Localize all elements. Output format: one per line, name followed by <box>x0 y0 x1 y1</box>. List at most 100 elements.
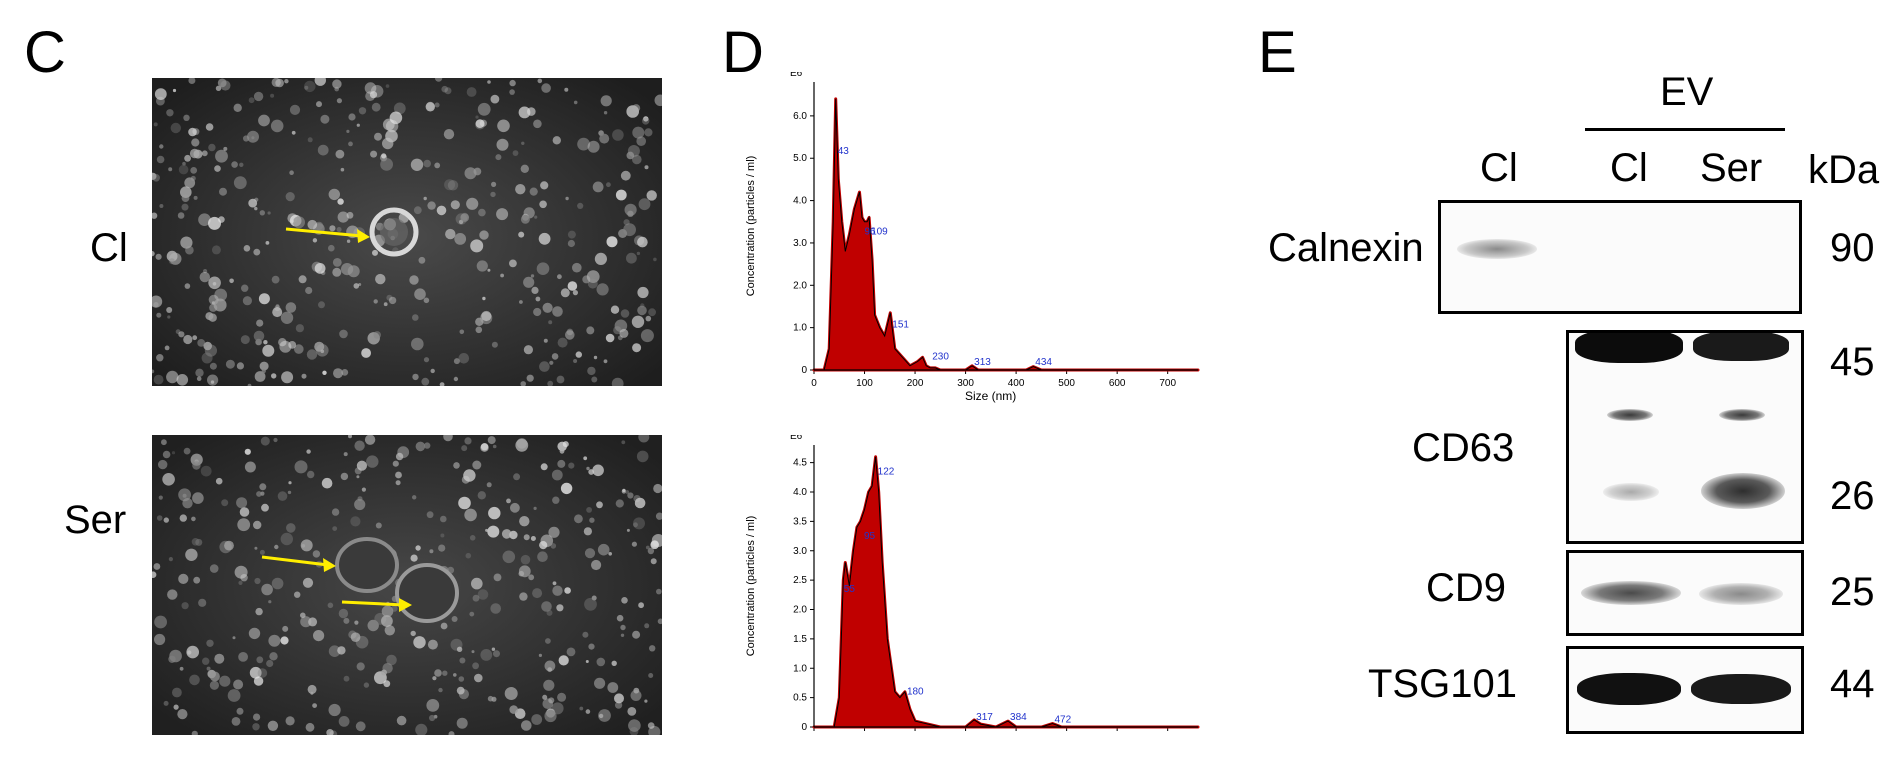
particle <box>631 541 637 547</box>
particle <box>314 78 326 86</box>
particle <box>603 111 608 115</box>
particle <box>487 525 500 538</box>
particle <box>322 370 327 375</box>
particle <box>337 198 344 205</box>
particle <box>173 704 179 710</box>
x-tick-label: 600 <box>1109 378 1126 389</box>
particle <box>447 180 459 191</box>
peak-label: 122 <box>878 466 895 477</box>
particle <box>261 503 269 512</box>
particle <box>506 498 511 504</box>
particle <box>552 496 560 504</box>
particle <box>471 650 475 654</box>
particle <box>346 129 350 133</box>
particle <box>281 371 294 384</box>
particle <box>171 451 176 455</box>
particle <box>409 275 419 285</box>
particle <box>636 450 649 463</box>
particle <box>348 113 356 121</box>
marker-26: 26 <box>1830 474 1875 518</box>
particle <box>534 215 538 219</box>
particle <box>464 167 477 180</box>
particle <box>588 469 595 475</box>
particle <box>439 382 445 387</box>
x-tick-label: 500 <box>1058 378 1075 389</box>
particle <box>396 715 407 726</box>
particle <box>358 283 362 286</box>
particle <box>158 459 168 470</box>
particle <box>363 682 370 688</box>
particle <box>233 103 242 112</box>
particle <box>318 301 325 309</box>
ev-group-bar <box>1585 128 1785 131</box>
particle <box>538 232 551 245</box>
y-tick-label: 1.0 <box>793 663 807 674</box>
particle <box>623 223 636 237</box>
particle <box>335 149 345 159</box>
particle <box>632 126 645 139</box>
particle <box>539 361 550 372</box>
particle <box>488 506 501 520</box>
particle <box>201 150 208 157</box>
particle <box>515 184 526 195</box>
particle <box>579 706 584 711</box>
particle <box>551 353 559 360</box>
blot-label-cd63: CD63 <box>1412 426 1515 470</box>
particle <box>241 284 249 292</box>
particle <box>644 699 648 703</box>
particle <box>594 677 606 689</box>
particle <box>459 329 465 335</box>
particle <box>186 645 199 659</box>
particle <box>529 187 538 196</box>
particle <box>629 727 639 735</box>
particle <box>552 585 563 596</box>
particle <box>343 675 350 682</box>
tem-ser-particles <box>152 435 662 735</box>
particle <box>461 445 468 452</box>
particle <box>243 135 250 142</box>
particle <box>152 172 157 180</box>
particle <box>158 495 163 500</box>
particle <box>307 219 318 230</box>
particle <box>475 115 479 119</box>
particle <box>490 603 502 614</box>
peak-label: 472 <box>1054 714 1071 725</box>
particle <box>385 84 390 88</box>
particle <box>356 123 360 127</box>
particle <box>300 616 312 628</box>
particle <box>518 565 531 578</box>
particle <box>312 703 317 708</box>
particle <box>432 676 437 681</box>
particle <box>600 95 612 107</box>
particle <box>539 541 548 550</box>
y-tick-label: 2.5 <box>793 575 807 586</box>
particle <box>178 488 191 502</box>
particle <box>308 617 318 627</box>
particle <box>307 684 317 694</box>
particle <box>656 588 662 595</box>
particle <box>645 315 652 322</box>
peak-label: 180 <box>907 687 924 698</box>
particle <box>293 216 305 229</box>
particle <box>239 162 244 167</box>
particle <box>610 305 620 314</box>
particle <box>540 181 549 190</box>
particle <box>353 283 360 289</box>
particle <box>253 713 261 721</box>
particle <box>384 625 395 636</box>
particle <box>567 281 578 291</box>
particle <box>328 244 335 252</box>
particle <box>545 638 551 644</box>
particle <box>224 540 234 551</box>
particle <box>567 239 575 248</box>
particle <box>381 669 387 676</box>
particle <box>587 140 600 153</box>
x-tick-label: 0 <box>811 378 817 389</box>
particle <box>203 269 208 274</box>
particle <box>599 133 610 144</box>
particle <box>458 496 471 510</box>
particle <box>361 487 366 492</box>
particle <box>440 533 445 538</box>
particle <box>163 700 169 706</box>
particle <box>339 329 348 339</box>
